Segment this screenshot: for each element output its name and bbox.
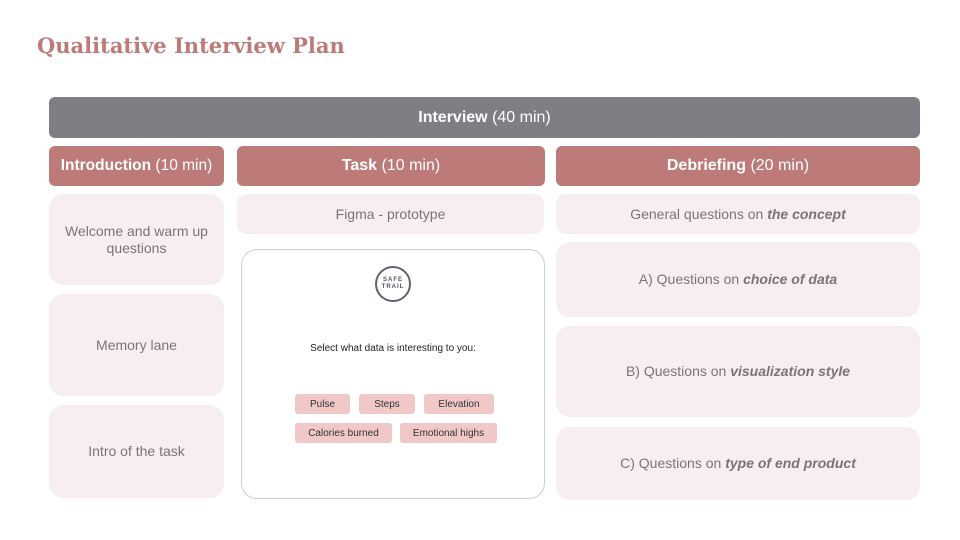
logo-line2: TRAIL [381, 284, 405, 290]
chip-elevation[interactable]: Elevation [424, 394, 494, 414]
chip-calories-burned[interactable]: Calories burned [295, 423, 392, 443]
intro-card-memory-lane: Memory lane [49, 294, 224, 396]
chip-steps[interactable]: Steps [359, 394, 415, 414]
debriefing-label: Debriefing [666, 157, 746, 174]
task-duration: (10 min) [381, 157, 441, 174]
intro-card-task-intro: Intro of the task [49, 405, 224, 498]
debrief-card-visualization: B) Questions on visualization style [556, 326, 920, 417]
debrief-prefix: General questions on [630, 205, 768, 222]
debriefing-header: Debriefing (20 min) [556, 146, 920, 186]
debrief-emphasis: type of end product [725, 455, 856, 471]
debrief-emphasis: visualization style [730, 363, 851, 379]
prototype-screen: SAFE TRAIL Select what data is interesti… [241, 249, 545, 499]
chip-emotional-highs[interactable]: Emotional highs [400, 423, 497, 443]
debrief-emphasis: choice of data [743, 271, 838, 287]
chip-pulse[interactable]: Pulse [295, 394, 350, 414]
debrief-prefix: A) Questions on [638, 271, 744, 287]
prototype-prompt: Select what data is interesting to you: [310, 343, 476, 354]
intro-card-welcome: Welcome and warm up questions [49, 194, 224, 285]
interview-duration: (40 min) [492, 108, 551, 126]
debrief-prefix: B) Questions on [625, 363, 731, 379]
introduction-duration: (10 min) [155, 157, 213, 174]
introduction-label: Introduction [60, 157, 152, 174]
debrief-card-end-product: C) Questions on type of end product [556, 427, 920, 500]
interview-header: Interview (40 min) [49, 97, 920, 138]
debrief-card-concept: General questions on the concept [556, 194, 920, 234]
safe-trail-logo: SAFE TRAIL [375, 266, 411, 302]
task-tool-card: Figma - prototype [237, 194, 544, 234]
debrief-emphasis: the concept [767, 205, 846, 222]
debrief-prefix: C) Questions on [620, 455, 726, 471]
page-title: Qualitative Interview Plan [37, 33, 345, 58]
task-label: Task [341, 157, 378, 174]
logo-line1: SAFE [382, 277, 403, 283]
task-header: Task (10 min) [237, 146, 545, 186]
introduction-header: Introduction (10 min) [49, 146, 224, 186]
debriefing-duration: (20 min) [750, 157, 810, 174]
debrief-card-data: A) Questions on choice of data [556, 242, 920, 317]
interview-label: Interview [418, 108, 488, 126]
